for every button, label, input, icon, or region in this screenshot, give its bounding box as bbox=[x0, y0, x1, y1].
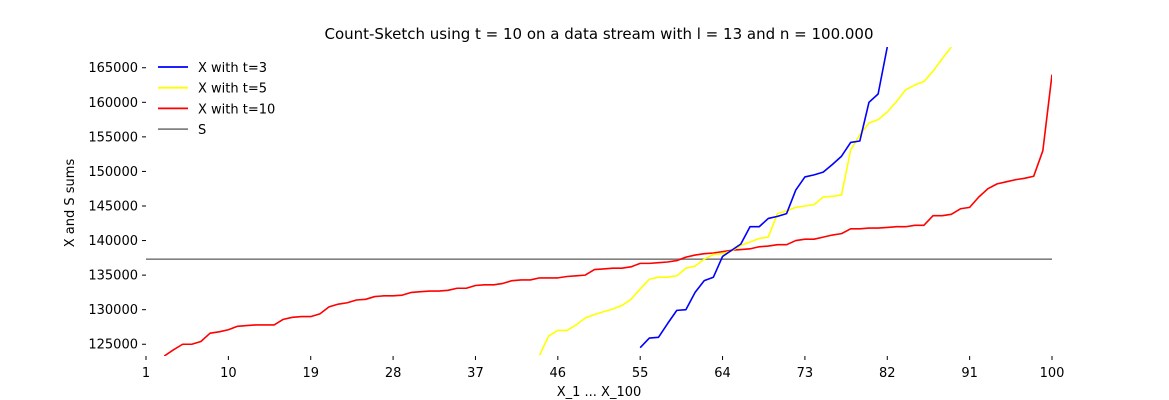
x-tick-label: 10 bbox=[220, 366, 237, 381]
series-line-x-with-t-5 bbox=[538, 47, 952, 356]
x-tick-label: 55 bbox=[632, 366, 649, 381]
x-tick-label: 19 bbox=[302, 366, 319, 381]
plot-area bbox=[146, 47, 1052, 356]
y-tick-label: 145000 bbox=[88, 199, 138, 214]
y-tick-label: 155000 bbox=[88, 130, 138, 145]
y-tick-label: 140000 bbox=[88, 234, 138, 249]
x-tick-label: 28 bbox=[385, 366, 402, 381]
legend-label: X with t=10 bbox=[198, 102, 275, 117]
y-tick-label: 125000 bbox=[88, 338, 138, 353]
legend-label: S bbox=[198, 123, 206, 138]
x-tick-label: 91 bbox=[961, 366, 978, 381]
y-tick-label: 130000 bbox=[88, 303, 138, 318]
chart-title: Count-Sketch using t = 10 on a data stre… bbox=[324, 25, 873, 43]
y-tick-label: 135000 bbox=[88, 269, 138, 284]
y-tick-label: 150000 bbox=[88, 165, 138, 180]
y-axis-label: X and S sums bbox=[63, 159, 78, 248]
series-line-x-with-t-3 bbox=[639, 47, 889, 349]
legend-label: X with t=3 bbox=[198, 61, 267, 76]
x-tick-label: 100 bbox=[1040, 366, 1065, 381]
legend-label: X with t=5 bbox=[198, 82, 267, 97]
x-tick-label: 73 bbox=[797, 366, 814, 381]
y-axis: 125000 130000 135000 140000 145000 150000 1550… bbox=[88, 61, 146, 353]
x-tick-label: 46 bbox=[550, 366, 567, 381]
legend: X with t=3 X with t=5 X with t=10 S bbox=[158, 61, 275, 138]
x-tick-label: 37 bbox=[467, 366, 484, 381]
series-line-x-with-t-10 bbox=[163, 74, 1052, 356]
y-tick-label: 165000 bbox=[88, 61, 138, 76]
x-tick-label: 1 bbox=[142, 366, 150, 381]
y-tick-label: 160000 bbox=[88, 96, 138, 111]
x-tick-label: 64 bbox=[714, 366, 731, 381]
x-tick-label: 82 bbox=[879, 366, 896, 381]
x-axis-label: X_1 ... X_100 bbox=[557, 385, 642, 400]
x-axis: 1 10 19 28 37 46 55 64 73 82 91 100 bbox=[142, 356, 1065, 381]
